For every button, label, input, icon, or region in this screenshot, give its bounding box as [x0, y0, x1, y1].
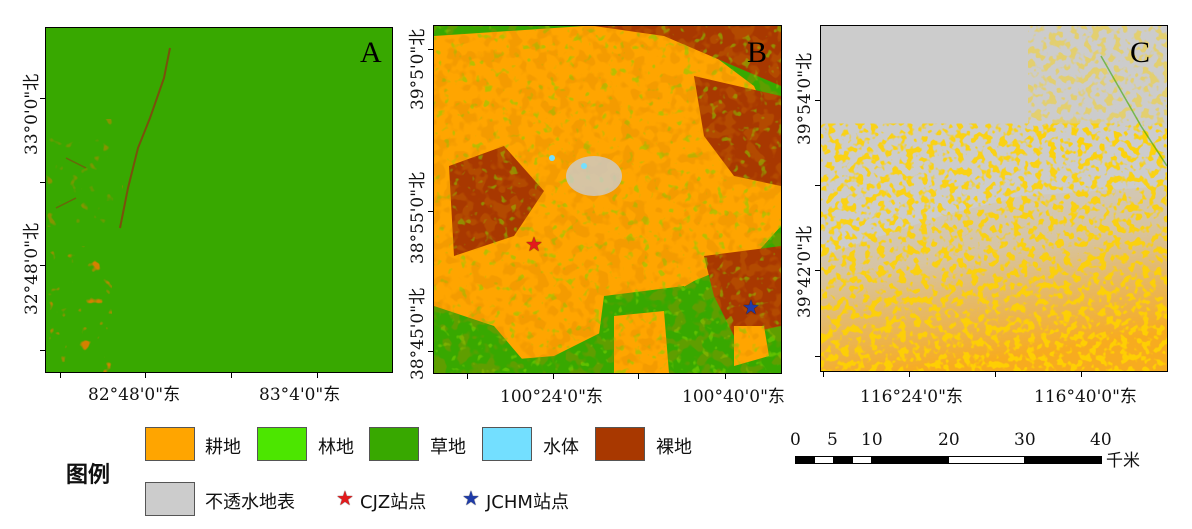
lon-label-b-2: 100°40'0"东: [682, 387, 785, 407]
scale-label-0: 0: [790, 430, 801, 450]
landcover-map-a: [46, 28, 392, 372]
legend-label-cjz: CJZ站点: [360, 492, 427, 513]
axis-tick: [815, 185, 820, 186]
lat-label-b-2: 38°55'0"北: [408, 171, 428, 264]
landcover-map-b: [434, 26, 781, 373]
lon-label-c-1: 116°24'0"东: [860, 387, 963, 407]
axis-tick: [1081, 372, 1082, 377]
scale-bar-segment: [814, 456, 834, 464]
axis-tick: [40, 350, 45, 351]
axis-tick: [40, 265, 45, 266]
scale-bar-segment: [948, 456, 1025, 464]
scale-bar-segment: [1024, 456, 1102, 464]
axis-tick: [40, 98, 45, 99]
scale-label-5: 5: [827, 430, 838, 450]
axis-tick: [145, 373, 146, 378]
axis-tick: [467, 374, 468, 379]
lon-label-a-2: 83°4'0"东: [259, 385, 341, 405]
scale-bar-segment: [833, 456, 853, 464]
axis-tick: [815, 100, 820, 101]
lon-label-b-1: 100°24'0"东: [500, 387, 603, 407]
legend-star-icon-cjz: ★: [336, 486, 354, 510]
scale-bar-segment: [795, 456, 815, 464]
axis-tick: [428, 351, 433, 352]
panel-letter-b: B: [747, 36, 768, 69]
axis-tick: [823, 372, 824, 377]
legend-swatch-water: [482, 427, 532, 461]
panel-letter-c: C: [1130, 36, 1151, 69]
map-panel-c: C: [820, 25, 1168, 372]
jchm-site-marker: ★: [742, 295, 760, 319]
legend-swatch-forest: [257, 427, 307, 461]
lat-label-a-1: 33°0'0"北: [22, 73, 42, 155]
scale-label-10: 10: [861, 430, 883, 450]
axis-tick: [815, 270, 820, 271]
scale-unit: 千米: [1106, 451, 1140, 471]
axis-tick: [553, 374, 554, 379]
axis-tick: [725, 374, 726, 379]
legend-star-icon-jchm: ★: [462, 486, 480, 510]
legend-label-impervious: 不透水地表: [205, 492, 295, 513]
lon-label-c-2: 116°40'0"东: [1034, 387, 1137, 407]
legend-swatch-impervious: [145, 482, 195, 516]
legend-title: 图例: [66, 463, 111, 488]
legend-swatch-cropland: [145, 427, 195, 461]
axis-tick: [995, 372, 996, 377]
lat-label-a-2: 32°48'0"北: [22, 222, 42, 315]
panel-letter-a: A: [360, 36, 382, 69]
lon-label-a-1: 82°48'0"东: [88, 385, 181, 405]
lat-label-c-2: 39°42'0"北: [795, 225, 815, 318]
axis-tick: [638, 374, 639, 379]
axis-tick: [231, 373, 232, 378]
legend-swatch-bareland: [595, 427, 645, 461]
legend-label-bareland: 裸地: [656, 437, 692, 458]
axis-tick: [60, 373, 61, 378]
map-panel-a: A: [45, 27, 393, 373]
legend-label-jchm: JCHM站点: [486, 492, 569, 513]
lat-label-c-1: 39°54'0"北: [795, 52, 815, 145]
legend-label-forest: 林地: [318, 437, 354, 458]
cjz-site-marker: ★: [525, 232, 543, 256]
legend-label-water: 水体: [543, 437, 579, 458]
axis-tick: [428, 211, 433, 212]
axis-tick: [909, 372, 910, 377]
landcover-map-c: [821, 26, 1167, 371]
scale-label-40: 40: [1090, 430, 1112, 450]
lat-label-b-3: 38°45'0"北: [408, 287, 428, 380]
axis-tick: [40, 182, 45, 183]
axis-tick: [317, 373, 318, 378]
lat-label-b-1: 39°5'0"北: [408, 28, 428, 110]
map-panel-b: B: [433, 25, 782, 374]
scale-label-20: 20: [938, 430, 960, 450]
legend-label-cropland: 耕地: [205, 437, 241, 458]
scale-bar-segment: [852, 456, 872, 464]
legend-swatch-grassland: [369, 427, 419, 461]
scale-bar-segment: [871, 456, 949, 464]
axis-tick: [815, 356, 820, 357]
axis-tick: [428, 49, 433, 50]
legend-label-grassland: 草地: [430, 437, 466, 458]
scale-label-30: 30: [1014, 430, 1036, 450]
